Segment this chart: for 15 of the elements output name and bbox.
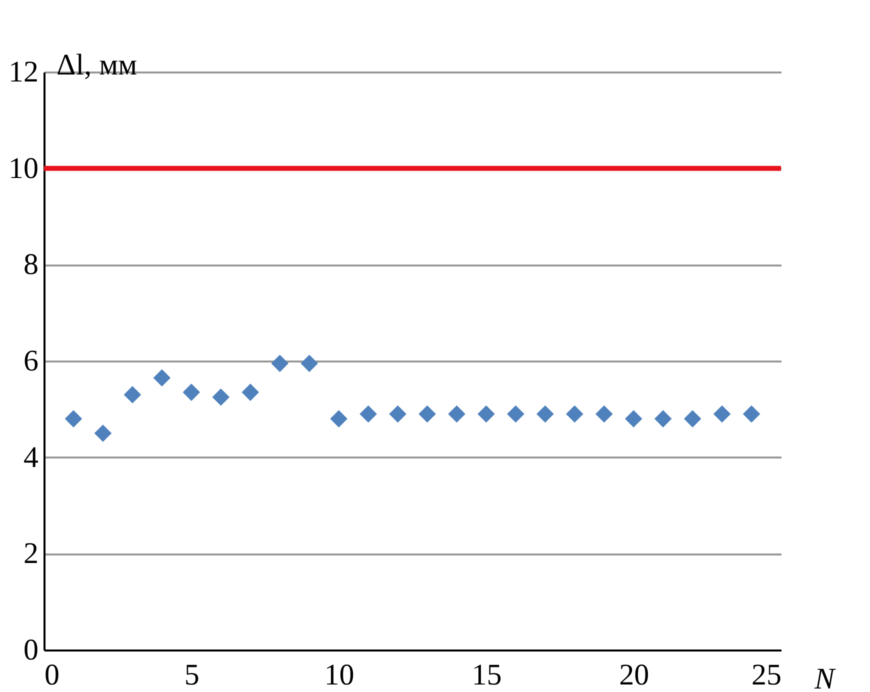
- x-tick-label: 10: [324, 658, 354, 692]
- x-tick-label: 0: [44, 658, 60, 692]
- y-tick-label: 0: [24, 634, 38, 666]
- y-tick-label: 8: [24, 248, 38, 282]
- y-axis-title: Δl, мм: [56, 48, 138, 82]
- x-tick-label: 15: [472, 658, 502, 692]
- y-tick-label: 10: [8, 152, 38, 185]
- x-axis-title: N: [813, 662, 836, 692]
- y-tick-label: 4: [24, 440, 38, 474]
- y-tick-label: 6: [24, 344, 38, 378]
- x-tick-label: 25: [752, 658, 782, 692]
- y-tick-label: 12: [8, 56, 38, 88]
- y-tick-label: 2: [24, 537, 38, 570]
- x-tick-label: 20: [619, 658, 650, 692]
- x-tick-label: 5: [184, 658, 200, 692]
